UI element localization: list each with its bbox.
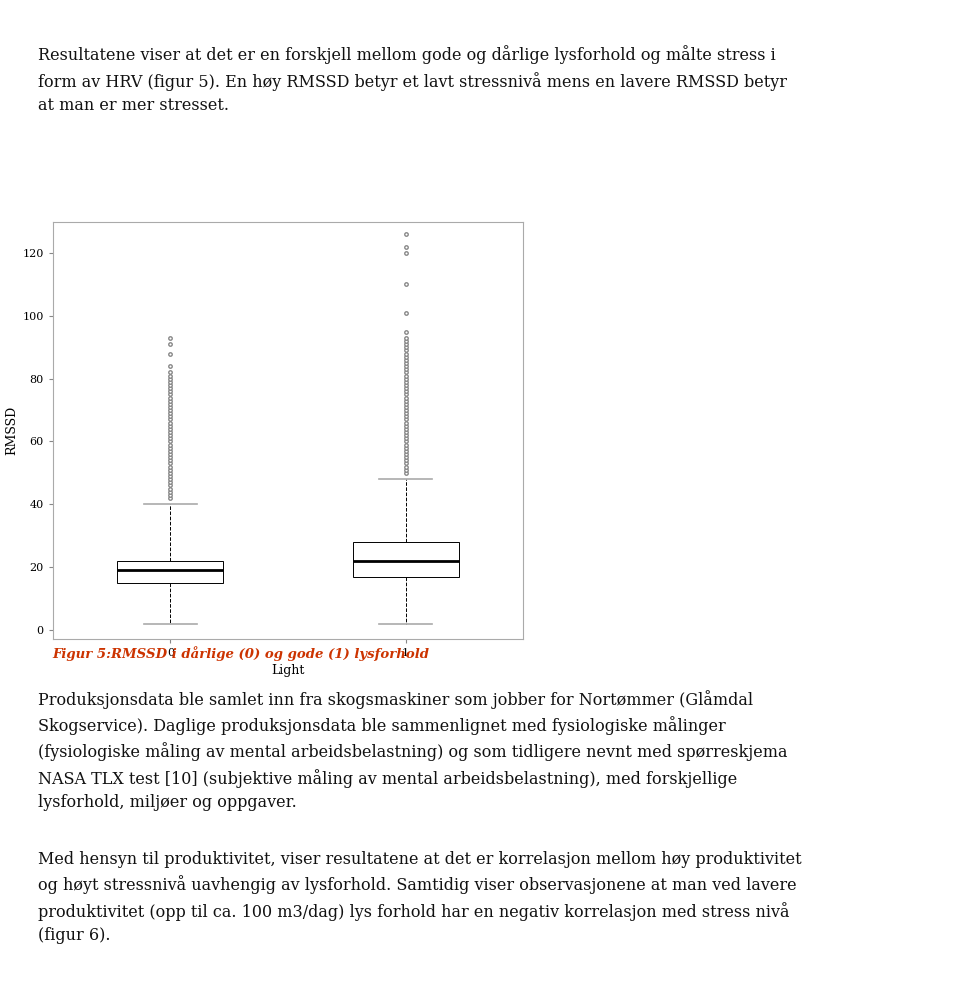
PathPatch shape xyxy=(117,561,224,583)
X-axis label: Light: Light xyxy=(272,664,304,677)
Text: Med hensyn til produktivitet, viser resultatene at det er korrelasjon mellom høy: Med hensyn til produktivitet, viser resu… xyxy=(38,851,802,945)
Text: Produksjonsdata ble samlet inn fra skogsmaskiner som jobber for Nortømmer (Glåmd: Produksjonsdata ble samlet inn fra skogs… xyxy=(38,690,788,812)
Text: Resultatene viser at det er en forskjell mellom gode og dårlige lysforhold og må: Resultatene viser at det er en forskjell… xyxy=(38,45,787,114)
Text: Figur 5:RMSSD i dårlige (0) og gode (1) lysforhold: Figur 5:RMSSD i dårlige (0) og gode (1) … xyxy=(53,646,430,662)
Y-axis label: RMSSD: RMSSD xyxy=(5,406,18,455)
PathPatch shape xyxy=(352,542,459,577)
